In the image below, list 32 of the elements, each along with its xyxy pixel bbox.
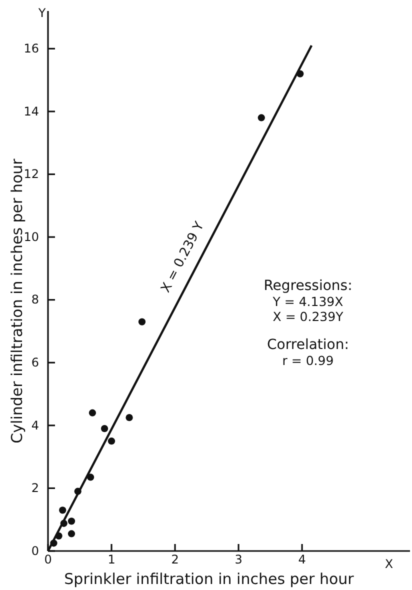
y-tick-label: 14	[24, 104, 39, 118]
y-tick-label: 2	[31, 481, 39, 496]
text: Y	[37, 6, 46, 20]
point	[59, 506, 66, 514]
point	[68, 518, 76, 525]
annotation: Correlation:	[267, 337, 349, 353]
point	[138, 318, 146, 326]
point	[68, 530, 76, 538]
point	[100, 424, 108, 432]
x-axis-title: Sprinkler infiltration in inches per hour	[64, 570, 355, 588]
y-tick-label: 12	[24, 167, 39, 182]
x-tick-label: 3	[234, 552, 242, 567]
y-tick-label: 10	[24, 230, 39, 244]
x-tick-label: 0	[44, 552, 52, 567]
point	[258, 114, 265, 122]
y-tick-label: 16	[24, 42, 39, 56]
x-tick-label: 4	[298, 552, 306, 567]
y-axis-title: Cylinder infiltration in inches per hour	[8, 158, 26, 444]
annotation: Regressions:	[264, 278, 352, 294]
y-tick-label: 6	[31, 355, 39, 370]
annotation: r = 0.99	[282, 353, 334, 368]
annotation: X = 0.239Y	[272, 309, 344, 324]
point	[108, 438, 116, 445]
annotation: Y = 4.139X	[272, 294, 344, 309]
point	[88, 409, 96, 416]
y-tick-label: 4	[31, 418, 39, 432]
text: X	[384, 557, 394, 571]
x-tick-label: 2	[171, 552, 179, 567]
y-tick-label: 0	[31, 544, 39, 558]
y-tick-label: 8	[31, 292, 39, 307]
point	[126, 414, 133, 422]
x-tick-label: 1	[108, 552, 116, 567]
